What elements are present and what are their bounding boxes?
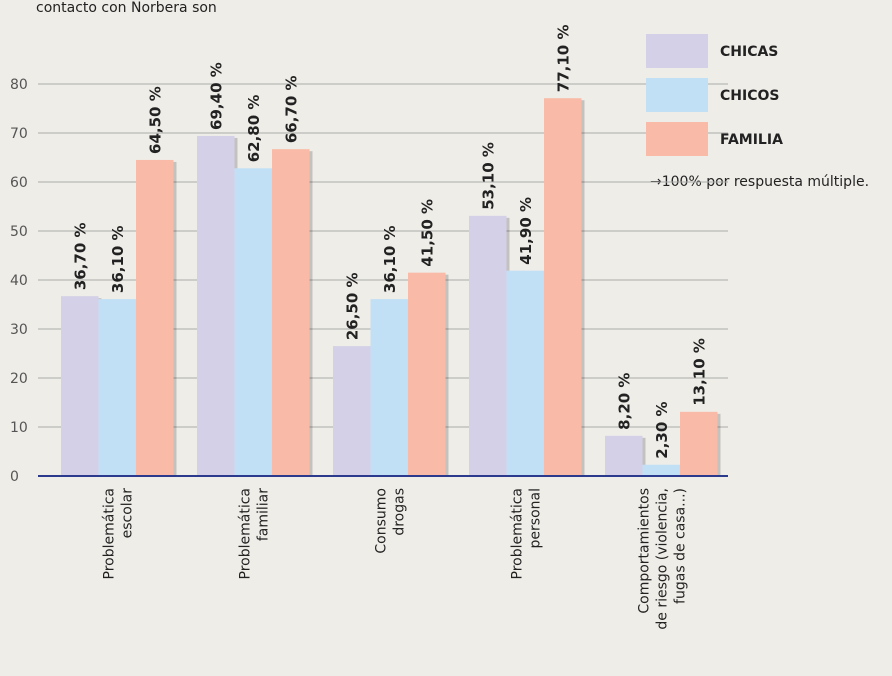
legend-swatch — [646, 122, 708, 156]
bar — [680, 411, 718, 476]
y-tick-label: 10 — [10, 420, 28, 436]
bar — [136, 159, 174, 476]
bar — [506, 270, 544, 476]
bar — [98, 299, 136, 476]
value-label: 8,20 % — [616, 373, 634, 430]
value-label: 13,10 % — [691, 338, 709, 406]
bar — [469, 215, 507, 476]
bar — [544, 98, 582, 477]
x-tick-label: drogas — [391, 488, 407, 536]
x-tick-label: de riesgo (violencia, — [654, 488, 670, 630]
y-tick-label: 30 — [10, 322, 28, 338]
x-tick-label: Comportamientos — [636, 488, 652, 614]
legend-label: FAMILIA — [720, 132, 783, 148]
value-label: 2,30 % — [653, 401, 671, 458]
value-label: 64,50 % — [147, 86, 165, 154]
y-tick-label: 0 — [10, 469, 19, 485]
y-tick-label: 80 — [10, 77, 28, 93]
value-label: 36,10 % — [109, 225, 127, 293]
x-tick-label: escolar — [119, 488, 135, 539]
value-label: 41,90 % — [517, 197, 535, 265]
bar-shadow — [309, 151, 313, 477]
value-label: 62,80 % — [245, 95, 263, 163]
legend-label: CHICAS — [720, 44, 778, 60]
legend-label: CHICOS — [720, 88, 779, 104]
bar — [272, 149, 310, 477]
bar-shadow — [581, 100, 585, 477]
bar — [605, 435, 643, 476]
bar — [61, 296, 99, 476]
x-tick-label: Problemática — [237, 488, 253, 579]
legend-swatch — [646, 78, 708, 112]
bar — [408, 272, 446, 476]
value-label: 66,70 % — [283, 75, 301, 143]
x-tick-label: personal — [527, 488, 543, 548]
bar-shadow — [445, 274, 449, 476]
value-label: 26,50 % — [344, 272, 362, 340]
bar — [197, 135, 235, 476]
x-tick-label: familiar — [255, 488, 271, 541]
y-tick-label: 60 — [10, 175, 28, 191]
legend-swatch — [646, 34, 708, 68]
bar-shadow — [173, 161, 177, 476]
note: →100% por respuesta múltiple. — [650, 174, 869, 190]
x-tick-label: Problemática — [509, 488, 525, 579]
x-tick-label: Problemática — [101, 488, 117, 579]
x-tick-label: Consumo — [373, 488, 389, 554]
y-tick-label: 70 — [10, 126, 28, 142]
chart-title: contacto con Norbera son — [36, 0, 217, 16]
y-tick-label: 20 — [10, 371, 28, 387]
value-label: 53,10 % — [480, 142, 498, 210]
y-tick-label: 40 — [10, 273, 28, 289]
bar — [234, 168, 272, 476]
value-label: 41,50 % — [419, 199, 437, 267]
value-label: 36,10 % — [381, 225, 399, 293]
bar — [370, 299, 408, 476]
value-label: 69,40 % — [208, 62, 226, 130]
y-tick-label: 50 — [10, 224, 28, 240]
value-label: 36,70 % — [72, 222, 90, 290]
bar — [642, 464, 680, 476]
bar — [333, 346, 371, 476]
value-label: 77,10 % — [555, 25, 573, 93]
x-tick-label: fugas de casa...) — [672, 488, 688, 604]
bar-shadow — [717, 413, 721, 476]
bar-shadow — [642, 437, 646, 476]
